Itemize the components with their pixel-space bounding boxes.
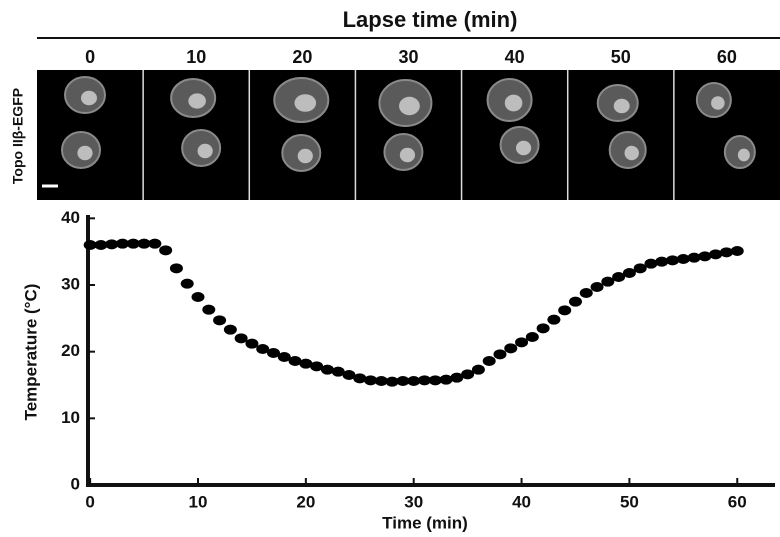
nucleolus — [504, 94, 523, 112]
frame-label: 10 — [186, 47, 206, 67]
data-point — [202, 304, 216, 315]
nucleolus — [197, 143, 213, 159]
data-point — [622, 268, 636, 278]
frame-label: 30 — [398, 47, 418, 67]
data-point — [698, 251, 712, 262]
data-point — [116, 238, 130, 249]
data-point — [191, 292, 205, 302]
data-point — [342, 370, 356, 380]
data-point — [213, 315, 227, 326]
nucleolus — [624, 145, 639, 161]
data-point — [525, 332, 539, 342]
data-point — [180, 278, 194, 289]
data-point — [730, 246, 744, 256]
nucleolus — [294, 94, 317, 112]
nucleolus — [297, 148, 313, 164]
nucleolus — [515, 140, 532, 156]
nucleolus — [711, 96, 725, 110]
x-tick-label: 50 — [620, 492, 639, 511]
data-point — [169, 263, 183, 274]
y-tick-label: 10 — [61, 408, 80, 427]
data-point — [137, 238, 151, 249]
data-point — [644, 258, 658, 269]
data-point — [493, 349, 507, 360]
strip-ylabel: Topo IIβ-EGFP — [10, 88, 26, 184]
data-point — [223, 324, 237, 335]
frame-label: 20 — [292, 47, 312, 67]
y-axis-label: Temperature (°C) — [21, 284, 40, 421]
data-point — [148, 238, 162, 249]
x-tick-label: 0 — [85, 492, 94, 511]
data-point — [590, 282, 604, 292]
data-point — [94, 240, 108, 250]
y-tick-label: 0 — [71, 474, 80, 493]
nucleolus — [399, 96, 420, 116]
nucleolus — [188, 93, 206, 109]
data-point — [666, 255, 680, 266]
data-point — [417, 375, 431, 386]
nucleolus — [737, 148, 750, 162]
data-point — [676, 254, 690, 264]
data-point — [504, 343, 518, 354]
data-point — [277, 352, 291, 362]
data-point — [288, 356, 302, 366]
data-point — [364, 375, 378, 386]
data-point — [568, 296, 582, 307]
data-point — [159, 245, 173, 256]
data-point — [461, 369, 475, 380]
data-point — [299, 358, 313, 369]
x-tick-label: 40 — [512, 492, 531, 511]
data-point — [633, 263, 647, 274]
data-point — [353, 373, 367, 384]
x-tick-label: 20 — [296, 492, 315, 511]
x-tick-label: 60 — [728, 492, 747, 511]
frame-label: 60 — [717, 47, 737, 67]
y-tick-label: 30 — [61, 274, 80, 293]
data-point — [515, 337, 529, 348]
data-point — [612, 272, 626, 282]
data-point — [601, 276, 615, 287]
data-point — [536, 323, 550, 334]
y-tick-label: 20 — [61, 341, 80, 360]
data-point — [256, 344, 270, 354]
data-point — [482, 356, 496, 366]
data-point — [579, 288, 593, 298]
nucleolus — [77, 145, 93, 161]
data-point — [126, 238, 140, 249]
nucleolus — [613, 98, 630, 114]
data-point — [385, 376, 399, 387]
data-point — [234, 333, 248, 344]
data-point — [407, 376, 421, 386]
data-point — [374, 376, 388, 386]
data-point — [396, 376, 410, 386]
x-axis-label: Time (min) — [382, 513, 468, 532]
data-point — [439, 374, 453, 385]
data-point — [105, 239, 119, 250]
data-point — [547, 314, 561, 325]
y-tick-label: 40 — [61, 208, 80, 227]
data-point — [428, 375, 442, 386]
data-point — [310, 361, 324, 372]
data-point — [558, 305, 572, 316]
data-point — [709, 249, 723, 260]
data-point — [267, 348, 281, 358]
data-point — [83, 240, 97, 250]
data-point — [655, 256, 669, 267]
data-point — [320, 364, 334, 375]
data-point — [450, 372, 464, 383]
data-point — [245, 338, 259, 349]
frame-label: 40 — [505, 47, 525, 67]
x-tick-label: 30 — [404, 492, 423, 511]
nucleolus — [399, 147, 416, 163]
data-point — [471, 364, 485, 375]
data-point — [719, 247, 733, 258]
nucleolus — [81, 90, 97, 106]
frame-label: 50 — [611, 47, 631, 67]
frame-label: 0 — [85, 47, 95, 67]
strip-title: Lapse time (min) — [343, 7, 518, 32]
data-point — [331, 366, 345, 377]
x-tick-label: 10 — [189, 492, 208, 511]
data-point — [687, 252, 701, 263]
